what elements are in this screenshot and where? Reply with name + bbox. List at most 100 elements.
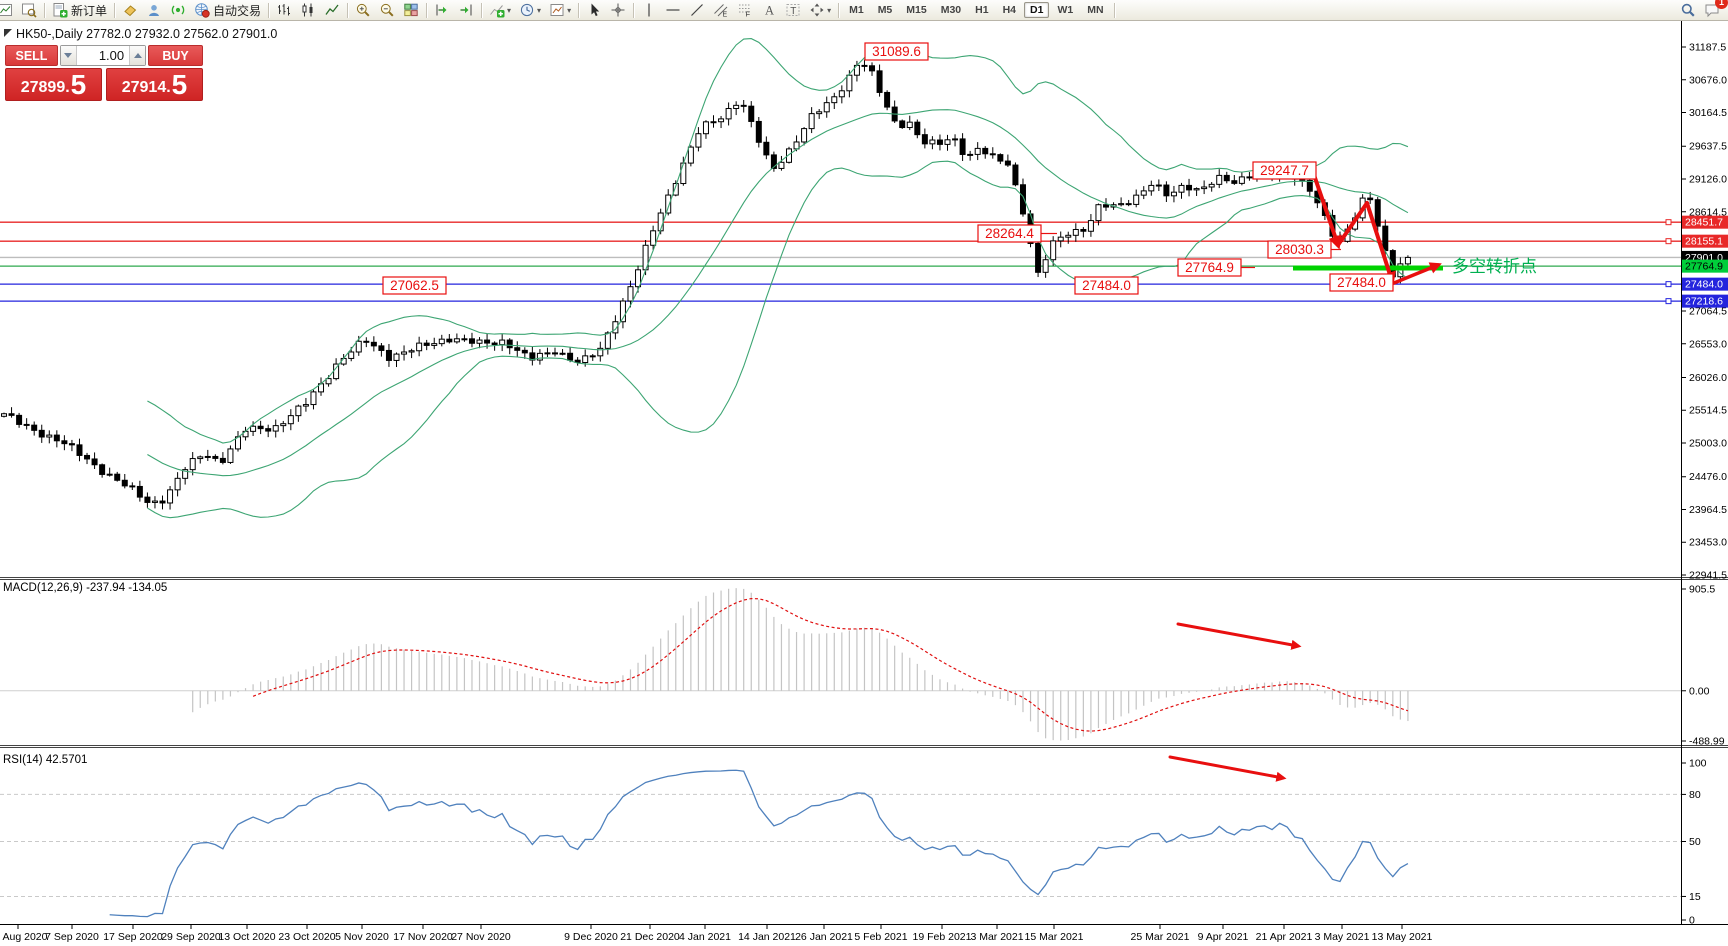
toolbar-separator (1113, 2, 1115, 18)
candle-body (1374, 199, 1381, 227)
chart-shift-button[interactable] (455, 0, 477, 20)
hline-button[interactable] (662, 0, 684, 20)
vline-button[interactable] (638, 0, 660, 20)
candle-body (1148, 184, 1155, 192)
arrows-tool-button[interactable]: ▾ (806, 0, 834, 20)
volume-increase-button[interactable] (130, 46, 146, 65)
candle-body (823, 102, 830, 113)
candle-body (76, 444, 83, 456)
text-label-button[interactable]: T (782, 0, 804, 20)
autotrading-button[interactable]: 自动交易 (191, 0, 264, 20)
price-label-box[interactable] (864, 42, 929, 61)
periods-icon (520, 3, 534, 17)
candle-body (635, 269, 642, 288)
price-label-box[interactable] (1074, 276, 1139, 295)
timeframe-button-h1[interactable]: H1 (975, 4, 989, 16)
timeframe-button-d1[interactable]: D1 (1024, 2, 1050, 18)
candles-type-button[interactable] (297, 0, 319, 20)
line-type-button[interactable] (321, 0, 343, 20)
fibonacci-button[interactable]: F (734, 0, 756, 20)
timeframe-button-w1[interactable]: W1 (1057, 4, 1074, 16)
candle-body (899, 120, 906, 129)
timeframe-button-mn[interactable]: MN (1087, 4, 1104, 16)
zigzag-arrow-segment[interactable] (1336, 201, 1369, 247)
candle-body (619, 300, 626, 323)
text-a-button[interactable]: A (758, 0, 780, 20)
timeframe-button-m15[interactable]: M15 (906, 4, 927, 16)
candle-body (506, 339, 513, 349)
price-label-box[interactable] (1177, 258, 1242, 277)
data-window-button[interactable] (18, 0, 40, 20)
channel-button[interactable]: E (710, 0, 732, 20)
community-widget-button[interactable] (143, 0, 165, 20)
buy-price-button[interactable]: 27914. 5 (106, 68, 203, 101)
indicators-button[interactable]: ▾ (486, 0, 514, 20)
candle-body (1223, 174, 1230, 182)
reversal-arrow[interactable] (1392, 262, 1442, 285)
macd-histogram (192, 588, 1409, 741)
line-handle[interactable] (1665, 238, 1672, 245)
date-label: 9 Dec 2020 (564, 931, 618, 943)
chat-button[interactable]: 1 (1701, 0, 1728, 20)
gold-widget-button[interactable] (119, 0, 141, 20)
candle-body (159, 500, 166, 504)
volume-value[interactable]: 1.00 (75, 46, 131, 65)
candle-body (1231, 180, 1238, 184)
new-order-button[interactable]: 新订单 (49, 0, 110, 20)
bollinger-middle (147, 109, 1409, 477)
date-label: 21 Apr 2021 (1256, 931, 1313, 943)
timeframe-button-h4[interactable]: H4 (1002, 4, 1017, 16)
timeframe-button-m5[interactable]: M5 (877, 4, 893, 16)
candle-body (1019, 184, 1026, 215)
candle-body (1, 413, 7, 417)
line-handle[interactable] (1665, 219, 1672, 226)
price-label-text: 27764.9 (1185, 260, 1234, 275)
price-label-box[interactable] (1252, 161, 1317, 180)
line-handle[interactable] (1665, 281, 1672, 288)
price-label-box[interactable] (382, 276, 447, 295)
line-handle[interactable] (1665, 298, 1672, 305)
price-label-box[interactable] (1267, 240, 1332, 259)
candle-body (869, 65, 876, 72)
rsi-trend-arrow[interactable] (1168, 755, 1287, 782)
cursor-button[interactable] (583, 0, 605, 20)
candle-body (476, 339, 483, 344)
crosshair-button[interactable] (607, 0, 629, 20)
candle-body (740, 104, 747, 107)
candle-body (1367, 197, 1374, 201)
zigzag-arrow-segment[interactable] (1311, 170, 1342, 250)
rsi-scale-label: 80 (1689, 789, 1701, 801)
zigzag-arrow-segment[interactable] (1365, 201, 1396, 286)
periods-button[interactable]: ▾ (516, 0, 544, 20)
zoom-in-button[interactable] (352, 0, 374, 20)
candles-type-icon (302, 3, 313, 17)
sell-button[interactable]: SELL (5, 45, 58, 66)
auto-scroll-button[interactable] (431, 0, 453, 20)
timeframe-button-m30[interactable]: M30 (940, 4, 962, 16)
price-label-box[interactable] (977, 224, 1042, 243)
text-a-icon: A (765, 4, 774, 18)
date-label: 27 Nov 2020 (451, 931, 511, 943)
buy-button[interactable]: BUY (148, 45, 203, 66)
price-tag (1682, 259, 1728, 273)
chart-window-button[interactable] (0, 0, 16, 20)
candle-body (136, 485, 143, 498)
chart-canvas[interactable]: 31187.5 30676.0 30164.5 29637.5 29126.0 28614… (0, 21, 1728, 946)
candle-body (484, 339, 491, 344)
sell-price-button[interactable]: 27899. 5 (5, 68, 102, 101)
candle-body (91, 458, 98, 466)
signals-widget-button[interactable] (167, 0, 189, 20)
search-button[interactable] (1677, 0, 1699, 20)
bars-type-button[interactable] (273, 0, 295, 20)
oneclick-toggle-icon[interactable] (4, 29, 12, 37)
templates-button[interactable]: ▾ (546, 0, 574, 20)
zoom-out-button[interactable] (376, 0, 398, 20)
candle-body (725, 108, 732, 120)
candle-body (944, 139, 951, 145)
trendline-button[interactable] (686, 0, 708, 20)
macd-trend-arrow[interactable] (1176, 622, 1302, 650)
volume-decrease-button[interactable] (60, 46, 76, 65)
timeframe-button-m1[interactable]: M1 (849, 4, 864, 16)
price-label-box[interactable] (1329, 273, 1394, 292)
tile-windows-button[interactable] (400, 0, 422, 20)
